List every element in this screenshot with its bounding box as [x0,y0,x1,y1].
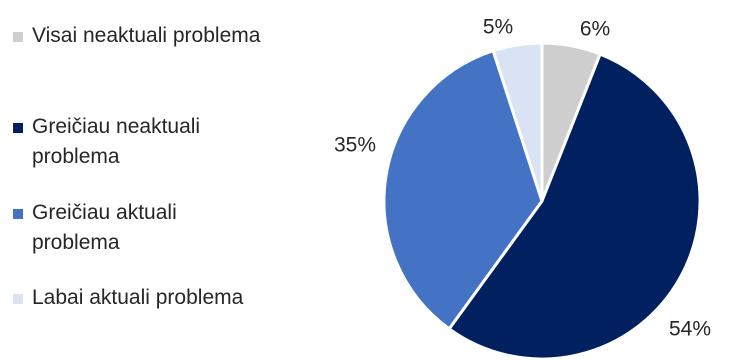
legend-label-4: Labai aktuali problema [32,286,244,309]
legend-item-4: Labai aktuali problema [13,286,244,309]
data-label-3: 35% [334,134,376,157]
legend-marker-1 [13,32,23,42]
legend-marker-2 [13,123,23,133]
data-label-1: 6% [580,18,610,41]
legend-marker-4 [13,294,23,304]
pie-slice-4 [491,41,544,203]
legend-item-3: Greičiau aktuali problema [13,201,177,254]
legend-label-3: Greičiau aktuali problema [32,201,177,254]
legend-marker-3 [13,209,23,219]
pie-slices [382,41,702,360]
legend: Visai neaktuali problema Greičiau neaktua… [13,24,261,309]
legend-item-1: Visai neaktuali problema [13,24,261,47]
legend-label-2: Greičiau neaktuali problema [32,115,200,168]
pie-slice-2 [447,52,702,360]
data-labels: 6% 54% 35% 5% [334,16,711,341]
data-label-4: 5% [483,16,513,39]
legend-label-1: Visai neaktuali problema [32,24,261,47]
pie-slice-3 [382,49,544,331]
legend-item-2: Greičiau neaktuali problema [13,115,200,168]
data-label-2: 54% [669,318,711,341]
